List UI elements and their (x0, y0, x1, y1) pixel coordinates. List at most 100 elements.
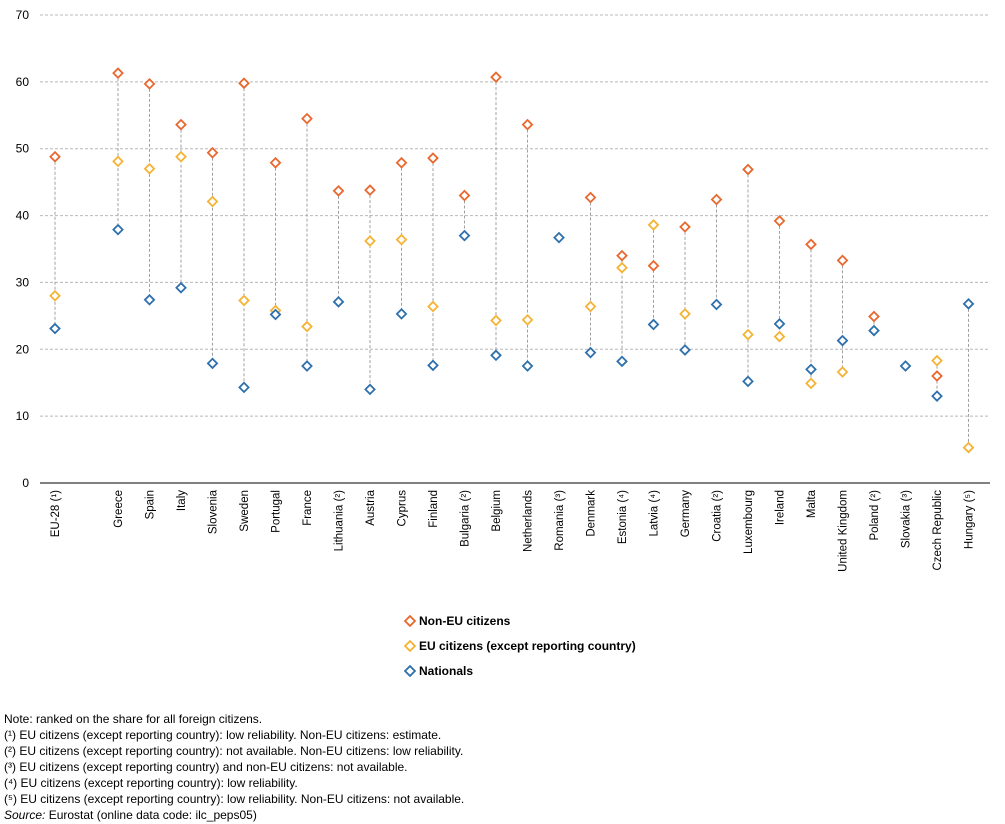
y-tick-label: 10 (16, 409, 30, 423)
legend-label: EU citizens (except reporting country) (419, 638, 636, 653)
data-point (773, 318, 786, 330)
legend-label: Nationals (419, 663, 474, 678)
data-point (427, 359, 439, 372)
data-point (332, 295, 345, 308)
x-tick-label: Ireland (775, 490, 787, 525)
note-line: Note: ranked on the share for all foreig… (4, 712, 263, 726)
data-point (269, 156, 282, 169)
data-point (175, 281, 187, 294)
data-point (49, 322, 61, 335)
data-point (143, 162, 156, 175)
data-point (521, 360, 534, 372)
y-tick-label: 0 (22, 476, 29, 490)
data-point (584, 191, 597, 204)
x-tick-label: Germany (680, 490, 692, 538)
data-points (49, 67, 975, 454)
x-tick-label: Finland (428, 490, 440, 528)
source-text: Eurostat (online data code: ilc_peps05) (45, 808, 257, 822)
data-point (962, 297, 975, 310)
data-point (238, 77, 250, 90)
x-tick-label: Lithuania (²) (334, 490, 346, 552)
legend-label: Non-EU citizens (419, 613, 511, 628)
data-point (931, 354, 943, 367)
data-point (773, 330, 786, 343)
x-tick-label: Slovakia (³) (901, 490, 913, 548)
diamond-icon (404, 664, 416, 677)
data-point (679, 307, 691, 320)
data-point (49, 150, 61, 163)
x-tick-label: Sweden (239, 490, 251, 532)
data-point (490, 71, 502, 84)
data-point (679, 344, 691, 356)
data-point (332, 184, 345, 197)
x-tick-label: EU-28 (¹) (50, 490, 62, 537)
x-tick-label: Hungary (⁵) (964, 490, 976, 549)
x-tick-label: Latvia (⁴) (649, 490, 661, 537)
data-point (490, 349, 502, 362)
x-tick-label: Bulgaria (²) (460, 490, 472, 547)
data-point (553, 231, 565, 244)
y-tick-label: 30 (16, 275, 30, 289)
x-tick-label: Portugal (271, 490, 283, 533)
diamond-icon (404, 639, 416, 652)
data-point (175, 118, 187, 131)
data-point (773, 215, 786, 227)
data-point (395, 307, 408, 320)
data-point (836, 334, 849, 347)
x-tick-label: United Kingdom (838, 490, 850, 572)
notes: Note: ranked on the share for all foreig… (4, 711, 464, 823)
diamond-icon (404, 614, 416, 627)
x-tick-label: Belgium (491, 490, 503, 532)
data-point (175, 150, 187, 163)
chart: 0 10 20 30 40 50 60 70 EU-28 (¹) Greece Spain Ital… (16, 8, 990, 572)
data-point (395, 233, 408, 246)
data-point (395, 156, 408, 169)
x-tick-label: Italy (176, 490, 188, 511)
data-point (647, 259, 660, 272)
stem-lines (54, 73, 969, 448)
x-tick-label: Spain (145, 490, 157, 519)
data-point (301, 360, 313, 372)
data-point (301, 112, 313, 125)
data-point (742, 163, 754, 176)
gridlines (40, 14, 990, 417)
y-tick-labels: 0 10 20 30 40 50 60 70 (16, 8, 30, 490)
data-point (112, 155, 124, 168)
legend-item-eu: EU citizens (except reporting country) (404, 633, 636, 658)
data-point (427, 152, 439, 164)
legend-item-nationals: Nationals (404, 658, 636, 683)
data-point (584, 346, 597, 359)
x-tick-label: Cyprus (397, 490, 409, 527)
data-point (143, 293, 156, 306)
data-point (805, 363, 817, 376)
data-point (868, 324, 880, 337)
data-point (836, 366, 849, 378)
data-point (805, 238, 817, 251)
data-point (616, 261, 628, 274)
x-tick-label: Greece (113, 490, 125, 528)
data-point (584, 300, 597, 313)
data-point (868, 310, 880, 323)
x-tick-label: Croatia (²) (712, 490, 724, 542)
data-point (364, 383, 376, 396)
y-tick-label: 60 (16, 75, 30, 89)
x-tick-label: Luxembourg (743, 490, 755, 554)
x-tick-labels: EU-28 (¹) Greece Spain Italy Slovenia Sweden P… (50, 489, 976, 571)
note-line: (³) EU citizens (except reporting countr… (4, 760, 408, 774)
legend: Non-EU citizens EU citizens (except repo… (404, 608, 636, 683)
data-point (931, 390, 943, 402)
x-tick-label: Czech Republic (932, 490, 944, 571)
legend-item-non-eu: Non-EU citizens (404, 608, 636, 633)
data-point (521, 118, 534, 131)
source-line: Source: Eurostat (online data code: ilc_… (4, 807, 464, 823)
data-point (269, 308, 282, 321)
data-point (710, 193, 723, 206)
data-point (647, 318, 660, 331)
data-point (458, 189, 471, 202)
x-tick-label: Malta (806, 489, 818, 518)
x-tick-label: Denmark (586, 490, 598, 537)
data-point (364, 235, 376, 247)
data-point (458, 229, 471, 242)
data-point (899, 360, 912, 372)
note-line: (⁴) EU citizens (except reporting countr… (4, 776, 298, 790)
